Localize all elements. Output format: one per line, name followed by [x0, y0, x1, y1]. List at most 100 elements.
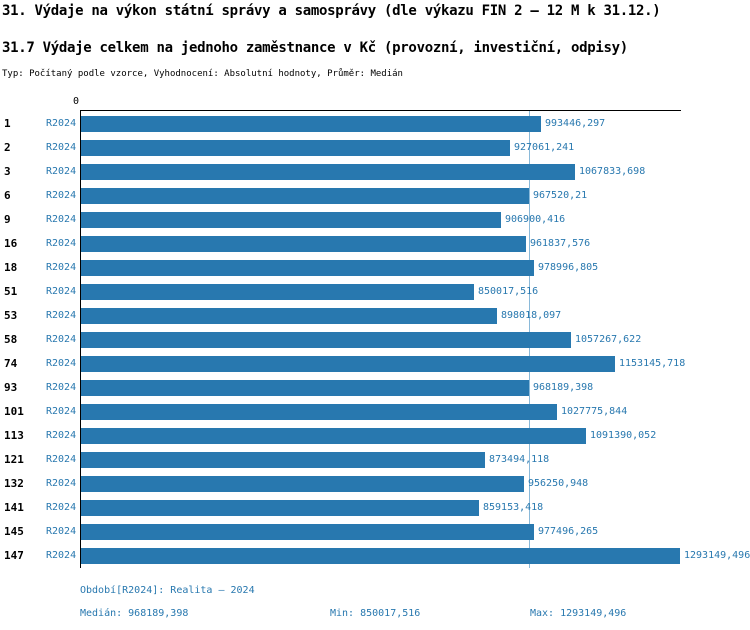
- row-id-label: 132: [4, 477, 24, 490]
- row-id-label: 93: [4, 381, 18, 394]
- footer-max-label: Max: 1293149,496: [530, 608, 627, 619]
- row-series-label: R2024: [46, 550, 77, 561]
- chart-row: 3 R2024 1067833,698: [0, 160, 750, 184]
- row-series-label: R2024: [46, 382, 77, 393]
- row-series-label: R2024: [46, 238, 77, 249]
- value-bar: [80, 524, 534, 540]
- value-bar: [80, 548, 680, 564]
- chart-row: 9 R2024 906900,416: [0, 208, 750, 232]
- chart-row: 113 R2024 1091390,052: [0, 424, 750, 448]
- value-bar: [80, 332, 571, 348]
- bar-value-label: 968189,398: [533, 382, 594, 393]
- value-bar: [80, 212, 501, 228]
- row-series-label: R2024: [46, 142, 77, 153]
- bar-value-label: 978996,805: [538, 262, 599, 273]
- row-series-label: R2024: [46, 190, 77, 201]
- bar-value-label: 927061,241: [514, 142, 575, 153]
- chart-row: 51 R2024 850017,516: [0, 280, 750, 304]
- y-axis-line: [80, 110, 81, 568]
- chart-row: 101 R2024 1027775,844: [0, 400, 750, 424]
- bar-value-label: 1153145,718: [619, 358, 686, 369]
- bar-value-label: 850017,516: [478, 286, 539, 297]
- row-series-label: R2024: [46, 214, 77, 225]
- chart-row: 1 R2024 993446,297: [0, 112, 750, 136]
- row-id-label: 113: [4, 429, 24, 442]
- bar-value-label: 961837,576: [530, 238, 591, 249]
- chart-meta-line: Typ: Počítaný podle vzorce, Vyhodnocení:…: [2, 69, 403, 79]
- value-bar: [80, 236, 526, 252]
- bar-value-label: 859153,418: [483, 502, 544, 513]
- bar-value-label: 873494,118: [489, 454, 550, 465]
- row-id-label: 101: [4, 405, 24, 418]
- chart-row: 74 R2024 1153145,718: [0, 352, 750, 376]
- x-axis-line: [80, 110, 681, 111]
- value-bar: [80, 356, 615, 372]
- footer-min-label: Min: 850017,516: [330, 608, 421, 619]
- value-bar: [80, 404, 557, 420]
- row-series-label: R2024: [46, 358, 77, 369]
- footer-median-label: Medián: 968189,398: [80, 608, 189, 619]
- value-bar: [80, 140, 510, 156]
- chart-row: 18 R2024 978996,805: [0, 256, 750, 280]
- row-id-label: 3: [4, 165, 11, 178]
- row-id-label: 6: [4, 189, 11, 202]
- value-bar: [80, 284, 474, 300]
- bar-value-label: 993446,297: [545, 118, 606, 129]
- chart-row: 147 R2024 1293149,496: [0, 544, 750, 568]
- row-series-label: R2024: [46, 286, 77, 297]
- row-id-label: 121: [4, 453, 24, 466]
- chart-subtitle: 31.7 Výdaje celkem na jednoho zaměstnanc…: [2, 40, 628, 56]
- page-title: 31. Výdaje na výkon státní správy a samo…: [2, 3, 661, 19]
- row-series-label: R2024: [46, 502, 77, 513]
- bar-value-label: 967520,21: [533, 190, 588, 201]
- chart-row: 58 R2024 1057267,622: [0, 328, 750, 352]
- row-id-label: 1: [4, 117, 11, 130]
- value-bar: [80, 116, 541, 132]
- row-id-label: 53: [4, 309, 18, 322]
- row-series-label: R2024: [46, 406, 77, 417]
- row-id-label: 16: [4, 237, 18, 250]
- row-id-label: 147: [4, 549, 24, 562]
- value-bar: [80, 500, 479, 516]
- row-id-label: 51: [4, 285, 18, 298]
- chart-row: 141 R2024 859153,418: [0, 496, 750, 520]
- row-series-label: R2024: [46, 166, 77, 177]
- value-bar: [80, 308, 497, 324]
- value-bar: [80, 188, 529, 204]
- row-series-label: R2024: [46, 334, 77, 345]
- bar-value-label: 956250,948: [528, 478, 589, 489]
- row-id-label: 141: [4, 501, 24, 514]
- chart-row: 93 R2024 968189,398: [0, 376, 750, 400]
- row-id-label: 74: [4, 357, 18, 370]
- row-id-label: 9: [4, 213, 11, 226]
- value-bar: [80, 380, 529, 396]
- row-id-label: 145: [4, 525, 24, 538]
- x-axis-zero-label: 0: [73, 96, 80, 107]
- row-series-label: R2024: [46, 430, 77, 441]
- bar-value-label: 1293149,496: [684, 550, 750, 561]
- bar-chart-plot: 1 R2024 993446,297 2 R2024 927061,241 3 R2024 10…: [0, 110, 750, 568]
- footer-period-label: Období[R2024]: Realita – 2024: [80, 585, 255, 596]
- row-series-label: R2024: [46, 262, 77, 273]
- row-series-label: R2024: [46, 454, 77, 465]
- value-bar: [80, 260, 534, 276]
- chart-row: 132 R2024 956250,948: [0, 472, 750, 496]
- value-bar: [80, 428, 586, 444]
- bar-value-label: 1067833,698: [579, 166, 646, 177]
- chart-row: 2 R2024 927061,241: [0, 136, 750, 160]
- row-series-label: R2024: [46, 118, 77, 129]
- chart-row: 121 R2024 873494,118: [0, 448, 750, 472]
- chart-row: 6 R2024 967520,21: [0, 184, 750, 208]
- row-id-label: 2: [4, 141, 11, 154]
- chart-row: 16 R2024 961837,576: [0, 232, 750, 256]
- row-id-label: 58: [4, 333, 18, 346]
- bar-value-label: 977496,265: [538, 526, 599, 537]
- row-series-label: R2024: [46, 526, 77, 537]
- bar-value-label: 1057267,622: [575, 334, 642, 345]
- chart-row: 53 R2024 898018,097: [0, 304, 750, 328]
- bar-value-label: 1091390,052: [590, 430, 657, 441]
- bar-value-label: 906900,416: [505, 214, 566, 225]
- bar-value-label: 1027775,844: [561, 406, 628, 417]
- value-bar: [80, 164, 575, 180]
- chart-row: 145 R2024 977496,265: [0, 520, 750, 544]
